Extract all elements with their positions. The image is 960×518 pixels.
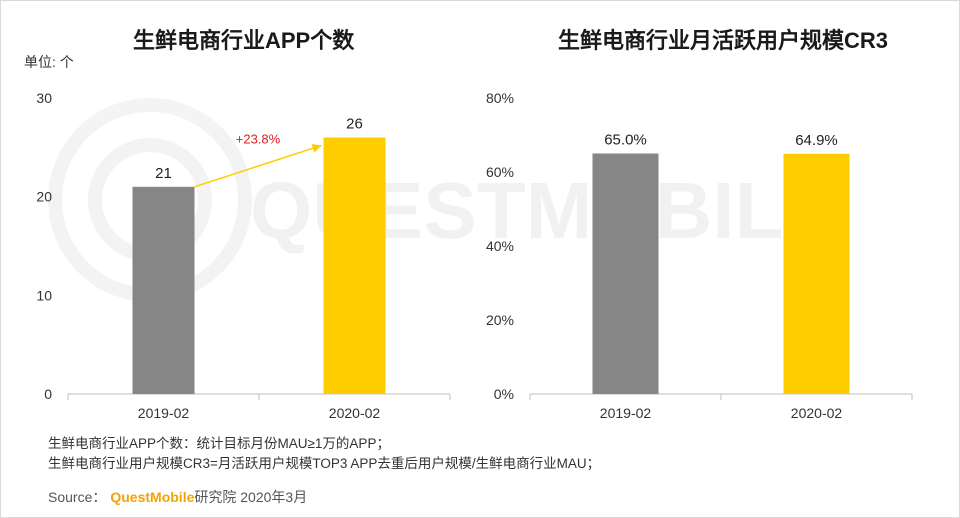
bar-2019-02 [132, 186, 195, 394]
bar-value-label: 64.9% [795, 132, 838, 149]
bar-2020-02 [783, 153, 850, 394]
bar-2020-02 [323, 137, 386, 394]
x-tick-label: 2019-02 [600, 405, 652, 421]
y-tick-label: 0 [44, 386, 52, 402]
y-tick-label: 40% [486, 238, 514, 254]
bar-value-label: 65.0% [604, 132, 647, 149]
source-line: Source： QuestMobile研究院 2020年3月 [48, 487, 307, 507]
x-tick-label: 2019-02 [138, 405, 190, 421]
x-tick-label: 2020-02 [329, 405, 381, 421]
left-chart-unit-label: 单位: 个 [24, 54, 74, 70]
y-tick-label: 60% [486, 164, 514, 180]
y-tick-label: 10 [36, 287, 52, 303]
y-tick-label: 30 [36, 90, 52, 106]
y-tick-label: 80% [486, 90, 514, 106]
footnote-2: 生鲜电商行业用户规模CR3=月活跃用户规模TOP3 APP去重后用户规模/生鲜电… [48, 456, 601, 471]
footnote-1: 生鲜电商行业APP个数：统计目标月份MAU≥1万的APP； [48, 436, 390, 451]
bar-value-label: 26 [346, 115, 363, 132]
source-rest: 研究院 2020年3月 [194, 489, 308, 505]
bar-value-label: 21 [155, 165, 172, 182]
footnotes: 生鲜电商行业APP个数：统计目标月份MAU≥1万的APP； 生鲜电商行业用户规模… [48, 434, 600, 474]
left-chart-title: 生鲜电商行业APP个数 [133, 28, 355, 53]
x-tick-label: 2020-02 [791, 405, 843, 421]
y-tick-label: 20% [486, 312, 514, 328]
growth-arrow-line [194, 144, 322, 188]
source-brand: QuestMobile [110, 489, 195, 505]
source-label: Source： [48, 489, 107, 505]
growth-arrow-head [311, 143, 322, 153]
y-tick-label: 20 [36, 189, 52, 205]
growth-annotation: +23.8% [236, 131, 281, 146]
bar-2019-02 [592, 153, 659, 394]
y-tick-label: 0% [494, 386, 514, 402]
right-chart-title: 生鲜电商行业月活跃用户规模CR3 [558, 28, 889, 53]
